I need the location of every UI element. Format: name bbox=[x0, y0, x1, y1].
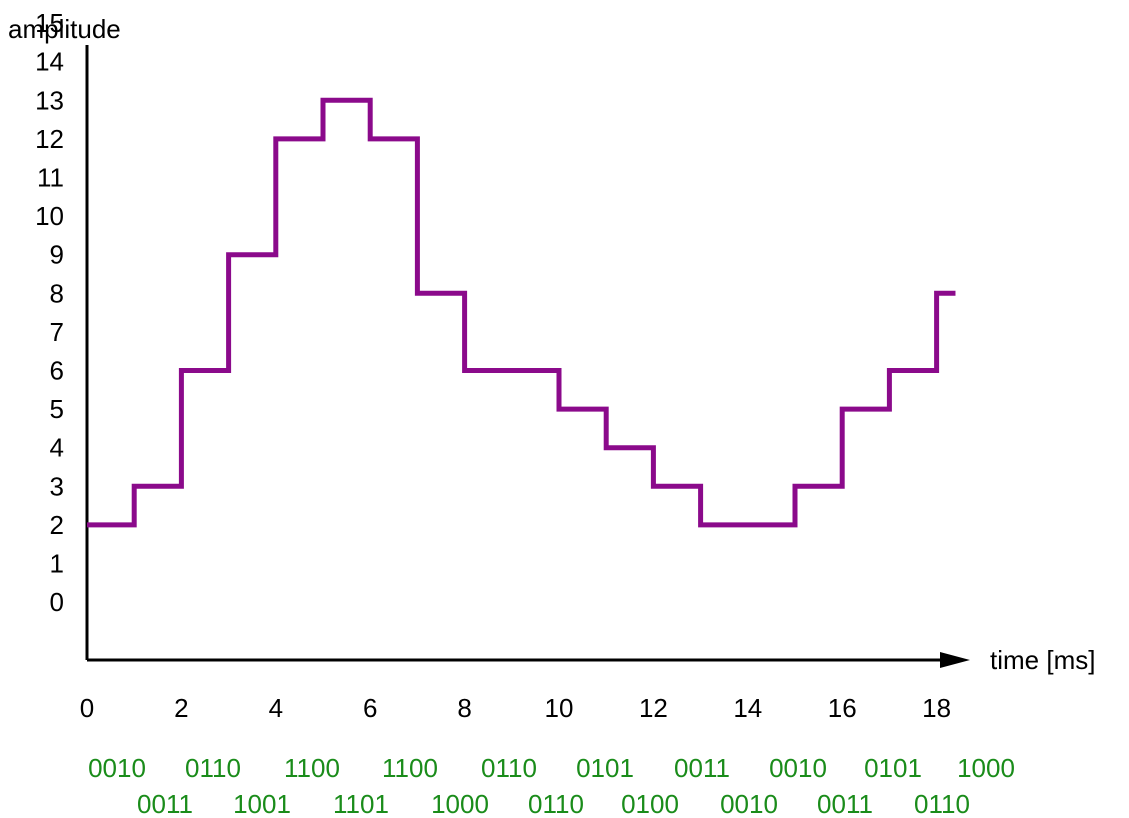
y-tick-label: 2 bbox=[50, 510, 64, 540]
y-tick-label: 13 bbox=[35, 85, 64, 115]
binary-code-label: 1000 bbox=[957, 753, 1015, 783]
series-line bbox=[87, 97, 956, 528]
binary-code-label: 1100 bbox=[284, 753, 340, 783]
x-tick-labels: 0 2 4 6 8 10 12 14 16 18 bbox=[80, 693, 951, 723]
binary-code-label: 0110 bbox=[914, 789, 970, 818]
x-tick-label: 8 bbox=[457, 693, 471, 723]
y-tick-label: 6 bbox=[50, 356, 64, 386]
y-tick-label: 14 bbox=[35, 47, 64, 77]
binary-code-label: 0110 bbox=[528, 789, 584, 818]
x-tick-label: 0 bbox=[80, 693, 94, 723]
x-tick-label: 2 bbox=[174, 693, 188, 723]
binary-code-label: 0011 bbox=[817, 789, 873, 818]
binary-code-label: 0110 bbox=[481, 753, 537, 783]
binary-code-label: 0010 bbox=[88, 753, 146, 783]
series-group bbox=[87, 97, 956, 528]
x-tick-label: 12 bbox=[639, 693, 668, 723]
binary-code-label: 0101 bbox=[576, 753, 634, 783]
y-tick-label: 4 bbox=[50, 433, 64, 463]
y-tick-label: 15 bbox=[35, 8, 64, 38]
binary-code-label: 0100 bbox=[621, 789, 679, 818]
y-tick-label: 7 bbox=[50, 317, 64, 347]
binary-code-label: 0010 bbox=[720, 789, 778, 818]
x-tick-label: 4 bbox=[269, 693, 283, 723]
binary-code-label: 1001 bbox=[233, 789, 291, 818]
binary-code-label: 0011 bbox=[137, 789, 193, 818]
binary-code-label: 0101 bbox=[864, 753, 922, 783]
x-axis-arrow-icon bbox=[940, 652, 970, 668]
y-tick-label: 12 bbox=[35, 124, 64, 154]
y-tick-label: 9 bbox=[50, 240, 64, 270]
axes bbox=[85, 45, 970, 668]
x-tick-label: 18 bbox=[922, 693, 951, 723]
y-tick-label: 3 bbox=[50, 471, 64, 501]
y-tick-label: 11 bbox=[37, 163, 64, 193]
x-axis-label: time [ms] bbox=[990, 645, 1095, 675]
y-tick-label: 5 bbox=[50, 394, 64, 424]
binary-code-label: 1100 bbox=[382, 753, 438, 783]
x-tick-label: 6 bbox=[363, 693, 377, 723]
y-tick-label: 1 bbox=[50, 549, 64, 579]
y-tick-label: 10 bbox=[35, 201, 64, 231]
y-axis-label: amplitude bbox=[8, 14, 121, 44]
binary-code-label: 0110 bbox=[185, 753, 241, 783]
binary-code-label: 0010 bbox=[769, 753, 827, 783]
binary-code-label: 1101 bbox=[333, 789, 389, 818]
binary-codes: 0010 0110 1100 1100 0110 0101 0011 0010 0101 1000… bbox=[88, 753, 1015, 818]
x-tick-label: 14 bbox=[733, 693, 762, 723]
y-tick-label: 8 bbox=[50, 278, 64, 308]
binary-code-label: 0011 bbox=[674, 753, 730, 783]
x-tick-label: 10 bbox=[545, 693, 574, 723]
y-tick-label: 0 bbox=[50, 587, 64, 617]
x-tick-label: 16 bbox=[828, 693, 857, 723]
binary-code-label: 1000 bbox=[431, 789, 489, 818]
